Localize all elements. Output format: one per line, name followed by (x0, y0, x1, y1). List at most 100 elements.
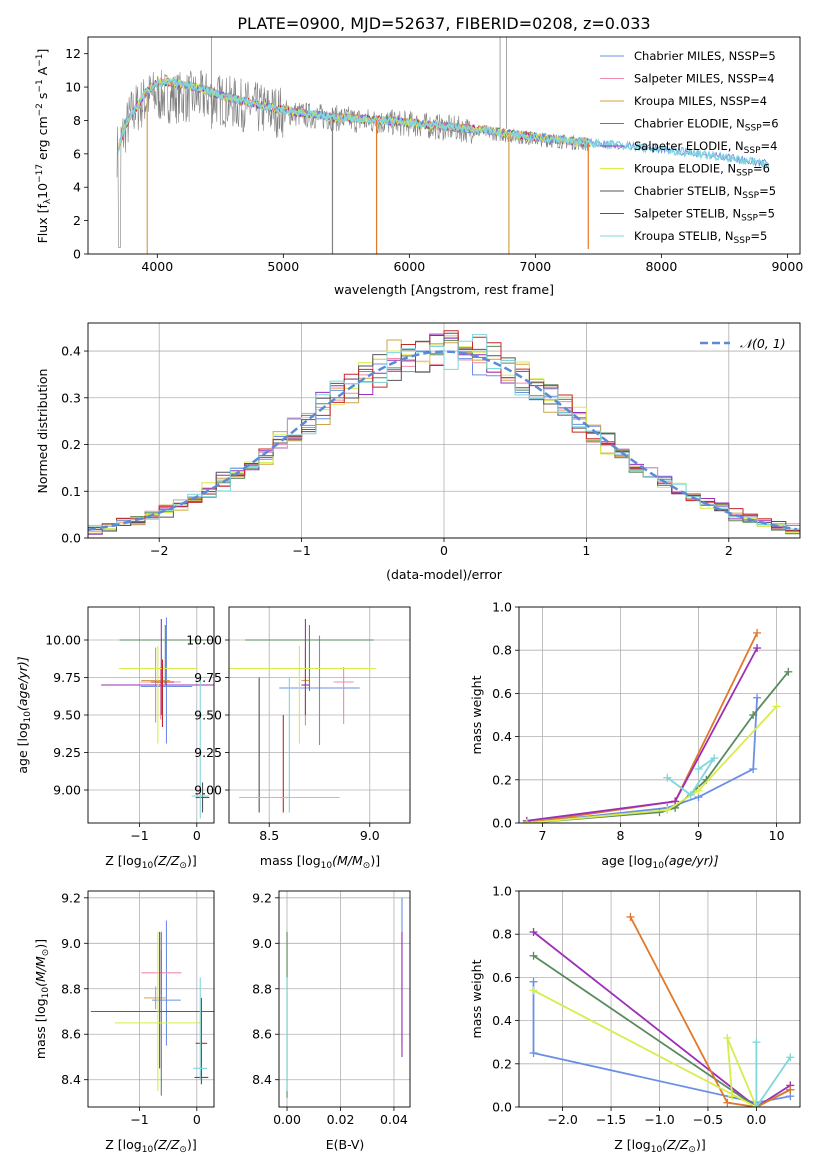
x-axis-label: (data-model)/error (386, 567, 503, 582)
x-axis-label: age [log10(age/yr)] (601, 853, 718, 871)
y-tick-label: 0.4 (492, 729, 512, 744)
plot-area (116, 37, 770, 254)
plot-area (101, 617, 214, 819)
y-tick-label: 9.00 (53, 783, 81, 798)
x-tick-label: 0.02 (327, 1112, 355, 1127)
x-tick-label: −1 (130, 1112, 148, 1127)
x-tick-label: 0 (440, 543, 448, 558)
data-spectrum-line (116, 69, 589, 248)
x-axis-label: Z [log10(Z/Z⊙)] (105, 853, 196, 871)
y-tick-label: 8.8 (61, 981, 81, 996)
y-axis-label: mass weight (469, 959, 484, 1038)
y-tick-label: 0.2 (61, 437, 81, 452)
y-tick-label: 0.8 (492, 927, 512, 942)
x-tick-label: 5000 (267, 259, 299, 274)
chart-layer: 4000 5000 6000 7000 8000 9000024681012wavelen… (15, 36, 803, 1155)
axes-frame (87, 606, 215, 824)
y-tick-label: 10 (65, 80, 81, 95)
x-tick-label: 10 (769, 828, 785, 843)
axes-frame (518, 890, 801, 1108)
x-axis-label: Z [log10(Z/Z⊙)] (105, 1137, 196, 1155)
x-tick-label: 9.0 (360, 828, 380, 843)
plot-mass_vs_Z: −1 0 8.4 8.6 8.8 9.0 9.2 Z [log10(Z/Z⊙)] mass [l… (33, 890, 215, 1155)
x-tick-label: 1 (582, 543, 590, 558)
legend-entry: Chabrier ELODIE, NSSP=6 (634, 117, 779, 134)
y-tick-label: 0.2 (492, 1056, 512, 1071)
y-tick-label: 8.4 (252, 1072, 272, 1087)
x-tick-label: 0.00 (273, 1112, 301, 1127)
x-axis-label: mass [log10(M/M⊙)] (260, 853, 380, 871)
legend-entry: Kroupa MILES, NSSP=4 (634, 94, 767, 108)
y-axis-label: Flux [fλ10−17 erg cm−2 s−1 A−1] (35, 49, 53, 244)
y-tick-label: 9.2 (61, 890, 81, 905)
mass-weight-line (526, 632, 758, 823)
x-tick-label: 0 (193, 1112, 201, 1127)
legend-entry: Kroupa STELIB, NSSP=5 (634, 229, 767, 246)
mass-weight-line (666, 757, 715, 797)
x-tick-label: −0.5 (693, 1112, 723, 1127)
axes-frame (278, 890, 411, 1108)
x-tick-label: 0 (193, 828, 201, 843)
legend-entry: Kroupa ELODIE, NSSP=6 (634, 162, 770, 179)
plot-residuals: −2 −1 0 1 2 0.0 0.1 0.2 0.3 0.4 𝒩(0, 1) (data-model… (35, 322, 801, 582)
x-tick-label: 7000 (519, 259, 551, 274)
x-tick-label: 2 (725, 543, 733, 558)
x-tick-label: 8.5 (259, 828, 279, 843)
plot-age_vs_Z: −1 0 9.00 9.25 9.50 9.75 10.00 Z [log10(Z/Z⊙)] a… (15, 606, 215, 871)
axes-frame (518, 606, 801, 824)
x-tick-label: 6000 (393, 259, 425, 274)
residual-histogram (88, 334, 800, 530)
x-tick-label: −2.0 (547, 1112, 577, 1127)
x-axis-label: E(B-V) (326, 1137, 365, 1152)
y-axis-label: mass [log10(M/M⊙)] (33, 939, 51, 1059)
y-tick-label: 6 (73, 146, 81, 161)
y-tick-label: 0.3 (61, 390, 81, 405)
x-tick-label: −1.0 (644, 1112, 674, 1127)
legend-entry: 𝒩(0, 1) (740, 336, 786, 351)
y-tick-label: 9.25 (53, 745, 81, 760)
y-tick-label: 9.75 (194, 670, 222, 685)
x-tick-label: 4000 (141, 259, 173, 274)
plot-spectrum: 4000 5000 6000 7000 8000 9000 0 2 4 6 8 10 12 wavelen… (35, 36, 803, 297)
y-tick-label: 8.6 (61, 1027, 81, 1042)
x-tick-label: −1.5 (596, 1112, 626, 1127)
x-tick-label: 0.04 (380, 1112, 408, 1127)
plot-area (90, 920, 214, 1096)
y-tick-label: 1.0 (492, 884, 512, 899)
x-tick-label: 9000 (771, 259, 803, 274)
y-tick-label: 0.8 (492, 643, 512, 658)
y-axis-label: age [log10(age/yr)] (15, 656, 33, 773)
axes-frame (87, 890, 215, 1108)
plot-area (522, 628, 793, 823)
x-tick-label: 7 (538, 828, 546, 843)
model-fit-line (117, 77, 770, 168)
mass-weight-line (526, 705, 778, 823)
y-tick-label: 12 (65, 46, 81, 61)
plot-age_vs_mass: 8.5 9.0 9.00 9.25 9.50 9.75 10.00 mass [log10(M… (186, 606, 411, 871)
plot-mass_vs_ebv: 0.00 0.02 0.04 8.4 8.6 8.8 9.0 9.2 E(B-V) (252, 890, 411, 1152)
y-tick-label: 0.6 (492, 686, 512, 701)
y-tick-label: 9.25 (194, 745, 222, 760)
y-tick-label: 0.0 (61, 531, 81, 546)
y-tick-label: 0.1 (61, 484, 81, 499)
y-tick-label: 8.4 (61, 1072, 81, 1087)
y-tick-label: 8.6 (252, 1027, 272, 1042)
y-tick-label: 0.4 (492, 1013, 512, 1028)
plot-area (529, 912, 795, 1107)
x-axis-label: Z [log10(Z/Z⊙)] (614, 1137, 705, 1155)
y-tick-label: 8 (73, 113, 81, 128)
mass-weight-line (526, 697, 758, 823)
x-tick-label: 9 (695, 828, 703, 843)
x-tick-label: 0.0 (746, 1112, 766, 1127)
mass-weight-line (526, 647, 758, 822)
legend-entry: Chabrier MILES, NSSP=5 (634, 49, 776, 63)
y-tick-label: 0.0 (492, 1100, 512, 1115)
y-axis-label: mass weight (469, 675, 484, 754)
legend-entry: Salpeter STELIB, NSSP=5 (634, 207, 775, 224)
x-tick-label: −1 (292, 543, 310, 558)
x-tick-label: 8000 (645, 259, 677, 274)
y-tick-label: 9.75 (53, 670, 81, 685)
y-tick-label: 9.00 (194, 783, 222, 798)
y-tick-label: 0.0 (492, 816, 512, 831)
y-tick-label: 0.4 (61, 344, 81, 359)
